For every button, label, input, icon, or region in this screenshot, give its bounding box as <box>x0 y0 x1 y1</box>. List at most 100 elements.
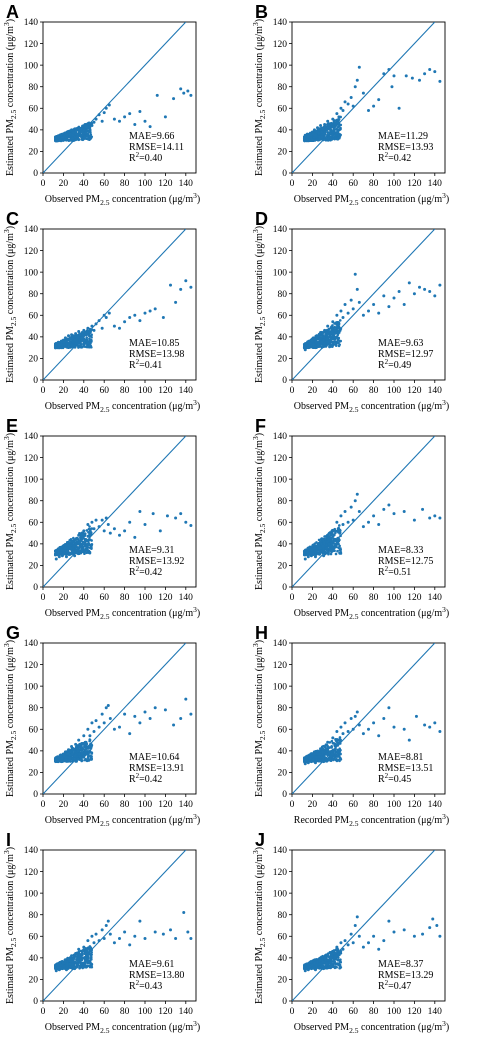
data-point <box>90 324 94 328</box>
data-point <box>314 340 318 344</box>
data-point <box>143 311 147 315</box>
cluster-point <box>336 538 339 542</box>
data-point <box>123 712 127 716</box>
x-tick-label: 140 <box>179 1007 194 1017</box>
x-tick-label: 20 <box>59 800 69 810</box>
data-point <box>72 957 76 961</box>
cluster-point <box>321 747 325 751</box>
data-point <box>68 964 72 968</box>
data-point <box>186 89 190 93</box>
data-point <box>118 725 121 729</box>
cluster-point <box>336 750 340 753</box>
data-point <box>172 97 176 101</box>
data-point <box>367 520 370 524</box>
data-point <box>186 930 190 934</box>
plot-frame <box>42 21 197 174</box>
data-point <box>61 135 65 139</box>
data-point <box>184 520 188 524</box>
x-tick-label: 120 <box>407 386 422 396</box>
cluster-point <box>90 122 94 125</box>
y-tick-label: 20 <box>278 355 288 365</box>
data-point <box>106 919 110 923</box>
data-point <box>138 319 142 323</box>
data-point <box>123 930 127 934</box>
cluster-point <box>339 757 342 760</box>
data-point <box>153 706 157 710</box>
data-point <box>97 725 101 729</box>
data-point <box>320 549 324 553</box>
data-point <box>308 756 312 760</box>
data-point <box>88 531 92 535</box>
data-point <box>133 714 137 718</box>
y-tick-label: 20 <box>278 976 288 986</box>
stat-mae: MAE=10.85 <box>129 338 179 349</box>
data-point <box>392 512 396 516</box>
cluster-point <box>54 344 58 347</box>
plot-frame <box>42 642 197 795</box>
stat-mae: MAE=9.61 <box>129 959 174 970</box>
y-tick-label: 80 <box>29 497 39 507</box>
data-point <box>329 548 333 552</box>
data-point <box>329 128 333 132</box>
data-point <box>60 756 64 760</box>
x-tick-label: 0 <box>41 800 46 810</box>
y-tick-label: 40 <box>29 333 39 343</box>
data-point <box>343 100 347 104</box>
cluster-point <box>85 551 88 555</box>
data-point <box>313 555 317 559</box>
data-point <box>57 342 61 346</box>
data-point <box>57 757 61 761</box>
data-point <box>104 315 108 319</box>
data-point <box>351 518 355 522</box>
data-point <box>63 546 67 550</box>
cluster-point <box>57 547 61 551</box>
y-tick-label: 100 <box>273 475 288 485</box>
data-point <box>118 119 121 123</box>
data-point <box>313 133 317 137</box>
stat-rmse: RMSE=13.93 <box>378 142 433 153</box>
y-axis-label: Estimated PM2.5 concentration (μg/m3) <box>2 847 18 1004</box>
data-point <box>74 742 78 746</box>
panel-letter: A <box>6 2 19 22</box>
data-point <box>55 139 59 143</box>
data-point <box>102 936 106 940</box>
data-point <box>306 555 310 559</box>
x-tick-label: 100 <box>138 386 153 396</box>
data-point <box>108 717 112 720</box>
cluster-point <box>338 329 341 333</box>
cluster-point <box>330 325 333 328</box>
data-point <box>438 729 442 733</box>
data-point <box>106 522 110 526</box>
data-point <box>77 329 81 333</box>
y-tick-label: 100 <box>273 889 288 899</box>
data-point <box>189 936 193 940</box>
x-tick-label: 60 <box>99 800 109 810</box>
data-point <box>163 115 167 119</box>
cluster-point <box>335 121 339 124</box>
cluster-point <box>325 747 328 750</box>
cluster-point <box>304 548 308 552</box>
data-point <box>82 945 86 949</box>
stat-mae: MAE=9.63 <box>378 338 423 349</box>
data-point <box>313 346 317 350</box>
cluster-point <box>318 135 322 139</box>
x-axis-label: Observed PM2.5 concentration (μg/m3) <box>45 1019 200 1035</box>
data-point <box>64 968 68 972</box>
y-tick-label: 60 <box>278 932 288 942</box>
panel-letter: H <box>255 623 268 643</box>
data-point <box>303 557 307 561</box>
data-point <box>327 746 331 750</box>
data-point <box>402 727 406 731</box>
data-point <box>64 755 68 759</box>
cluster-point <box>335 954 338 958</box>
data-point <box>339 725 343 729</box>
data-point <box>86 326 90 330</box>
data-point <box>59 963 63 967</box>
data-point <box>367 309 370 313</box>
data-point <box>351 104 355 108</box>
data-point <box>319 331 323 335</box>
cluster-point <box>83 552 86 556</box>
data-point <box>353 85 357 89</box>
data-point <box>182 911 186 915</box>
